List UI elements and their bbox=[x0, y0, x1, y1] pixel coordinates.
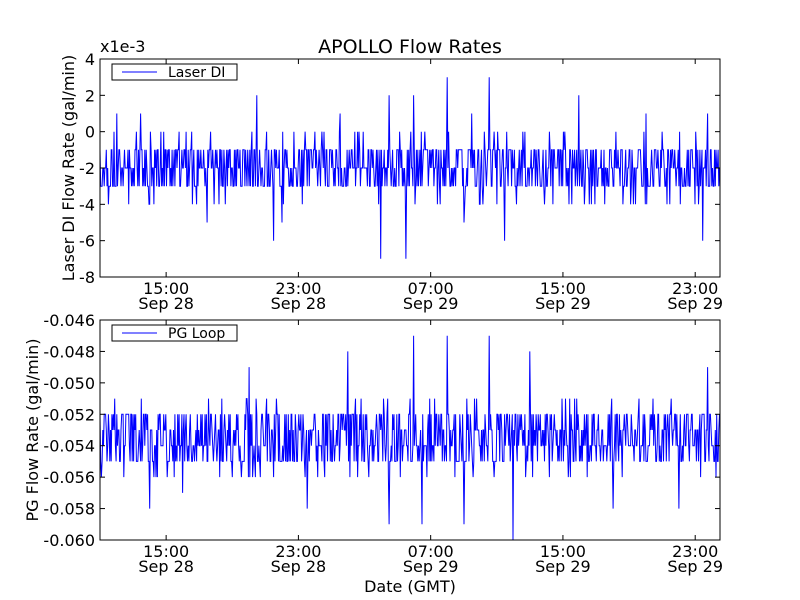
series-line-laser-di bbox=[100, 77, 720, 259]
y-axis-label: Laser DI Flow Rate (gal/min) bbox=[59, 55, 78, 282]
x-tick-label-date: Sep 28 bbox=[138, 294, 194, 313]
legend-label: Laser DI bbox=[168, 65, 225, 81]
x-tick-label-date: Sep 29 bbox=[535, 294, 591, 313]
x-tick-label-date: Sep 28 bbox=[271, 294, 327, 313]
y-tick-label: -0.058 bbox=[43, 500, 95, 519]
legend-box bbox=[111, 324, 238, 342]
x-tick-label-time: 15:00 bbox=[540, 542, 586, 561]
x-tick-label-time: 23:00 bbox=[275, 279, 321, 298]
y-tick-label: -0.052 bbox=[43, 405, 95, 424]
x-tick-label-time: 23:00 bbox=[672, 542, 718, 561]
x-tick-label-date: Sep 28 bbox=[271, 557, 327, 576]
x-tick-label-time: 07:00 bbox=[408, 279, 454, 298]
y-tick-label: -0.054 bbox=[43, 437, 95, 456]
x-tick-label-date: Sep 29 bbox=[667, 294, 723, 313]
y-tick-label: -8 bbox=[79, 268, 95, 287]
x-tick-label-time: 07:00 bbox=[408, 542, 454, 561]
x-tick-label-date: Sep 29 bbox=[535, 557, 591, 576]
y-tick-label: 4 bbox=[85, 50, 95, 69]
pg-loop-subplot: -0.060 -0.058 -0.056 -0.054 -0.052 -0.050 -0.0… bbox=[23, 311, 723, 576]
y-tick-label: -0.048 bbox=[43, 342, 95, 361]
x-tick-label-date: Sep 29 bbox=[667, 557, 723, 576]
axes-frame bbox=[99, 319, 721, 541]
y-tick-label: -4 bbox=[79, 195, 95, 214]
y-tick-label: -0.050 bbox=[43, 374, 95, 393]
y-tick-label: -0.046 bbox=[43, 311, 95, 330]
y-offset-label: x1e-3 bbox=[100, 37, 145, 56]
x-tick-label-date: Sep 28 bbox=[138, 557, 194, 576]
legend: PG Loop bbox=[111, 324, 238, 342]
y-tick-label: -0.060 bbox=[43, 531, 95, 550]
y-tick-label: -0.056 bbox=[43, 468, 95, 487]
figure-title: APOLLO Flow Rates bbox=[318, 36, 502, 58]
x-tick-label-date: Sep 29 bbox=[403, 557, 459, 576]
x-axis-label: Date (GMT) bbox=[364, 577, 456, 596]
x-tick-label-time: 15:00 bbox=[143, 279, 189, 298]
y-axis-label: PG Flow Rate (gal/min) bbox=[23, 339, 42, 522]
x-tick-label-time: 23:00 bbox=[275, 542, 321, 561]
y-tick-label: 0 bbox=[85, 123, 95, 142]
y-tick-label: -6 bbox=[79, 232, 95, 251]
x-tick-label-date: Sep 29 bbox=[403, 294, 459, 313]
legend-label: PG Loop bbox=[168, 326, 225, 342]
x-tick-label-time: 23:00 bbox=[672, 279, 718, 298]
legend: Laser DI bbox=[111, 63, 238, 81]
x-tick-label-time: 15:00 bbox=[540, 279, 586, 298]
y-tick-label: -2 bbox=[79, 159, 95, 178]
y-tick-label: 2 bbox=[85, 86, 95, 105]
legend-box bbox=[111, 63, 238, 81]
x-tick-label-time: 15:00 bbox=[143, 542, 189, 561]
series-line-pg-loop bbox=[100, 335, 720, 540]
